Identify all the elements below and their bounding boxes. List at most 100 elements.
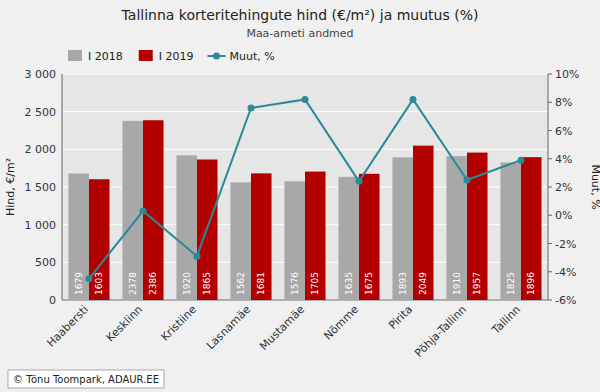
title: Tallinna korteritehingute hind (€/m²) ja…: [121, 7, 479, 23]
x-tick-label: Nõmme: [321, 303, 361, 343]
axes: 0 500 1 000 1 500 2 000 2 500 3 000 -6% -4% -2% 0%…: [25, 68, 580, 307]
bar: [89, 179, 110, 300]
legend-swatch: [68, 50, 82, 61]
bar: [284, 181, 305, 300]
y2-tick-label: -6%: [555, 294, 576, 307]
line-marker: [86, 275, 93, 282]
y2-tick-label: 10%: [555, 68, 579, 81]
data-label: 1920: [182, 272, 192, 295]
x-tick-label: Kesklinn: [104, 303, 145, 344]
bar: [68, 174, 89, 300]
line-marker: [248, 104, 255, 111]
line: [89, 99, 521, 278]
y2-tick-label: 4%: [555, 153, 572, 166]
data-label: 1679: [74, 272, 84, 295]
bar: [500, 163, 521, 300]
bar: [467, 153, 488, 300]
legend-swatch: [139, 50, 153, 61]
y-tick-label: 1 500: [25, 181, 57, 194]
y2-tick: [548, 130, 552, 131]
legend-label: Muut, %: [230, 50, 275, 63]
plot-area: [62, 74, 548, 300]
y2-tick: [548, 215, 552, 216]
y-tick-label: 500: [35, 256, 56, 269]
legend-swatch: [213, 53, 220, 60]
x-tick-label: Pirita: [386, 303, 415, 332]
bar: [392, 157, 413, 300]
annotation-box: [8, 370, 164, 388]
bar: [305, 172, 326, 300]
grid-line: [62, 111, 548, 112]
y-axis-line: [62, 74, 63, 300]
data-label: 1910: [452, 272, 462, 295]
x-tick-label: Lasnamäe: [204, 303, 253, 352]
bar: [359, 174, 380, 300]
line-marker: [464, 176, 471, 183]
y2-tick-label: 0%: [555, 209, 572, 222]
y2-tick: [548, 187, 552, 188]
legend-label: I 2018: [88, 50, 123, 63]
data-label: 1896: [526, 272, 536, 295]
bar: [521, 157, 542, 300]
line-marker: [410, 96, 417, 103]
subtitle: Maa-ameti andmed: [246, 27, 353, 40]
chart: Tallinna korteritehingute hind (€/m²) ja…: [0, 0, 600, 392]
y2-axis-label: Muut, %: [589, 164, 600, 209]
legend-label: I 2019: [159, 50, 194, 63]
grid-line: [62, 74, 548, 75]
line-marker: [194, 253, 201, 260]
line-marker: [518, 157, 525, 164]
data-label: 2378: [128, 272, 138, 295]
y-tick-label: 2 500: [25, 106, 57, 119]
data-label: 1562: [236, 272, 246, 295]
data-labels: 1679 2378 1920 1562 1576 1635 1893 1910 1825 1603…: [74, 272, 537, 295]
x-tick-label: Haabersti: [44, 303, 91, 350]
bar: [446, 156, 467, 300]
data-label: 1705: [310, 272, 320, 295]
data-label: 1681: [256, 272, 266, 295]
data-label: 1893: [398, 272, 408, 295]
y2-tick-label: 8%: [555, 96, 572, 109]
data-label: 1957: [472, 272, 482, 295]
y2-tick: [548, 300, 552, 301]
data-label: 2049: [418, 272, 428, 295]
y2-tick-label: 6%: [555, 125, 572, 138]
bar: [251, 173, 272, 300]
data-label: 1603: [94, 272, 104, 295]
line-marker: [140, 208, 147, 215]
y2-tick: [548, 271, 552, 272]
data: [68, 96, 541, 300]
data-label: 1576: [290, 272, 300, 295]
y-tick-label: 1 000: [25, 219, 57, 232]
x-tick-label: Tallinn: [489, 303, 523, 337]
bar: [338, 177, 359, 300]
data-label: 1675: [364, 272, 374, 295]
line-marker: [356, 178, 363, 185]
y2-tick: [548, 74, 552, 75]
data-label: 1825: [506, 272, 516, 295]
y2-tick-label: -4%: [555, 266, 576, 279]
annotation: © Tõnu Toompark, ADAUR.EE: [13, 374, 159, 385]
background: [0, 0, 600, 392]
y2-tick-label: -2%: [555, 238, 576, 251]
y2-axis-line: [548, 74, 549, 300]
data-label: 2386: [148, 272, 158, 295]
y-tick-label: 3 000: [25, 68, 57, 81]
y-tick-label: 2 000: [25, 143, 57, 156]
legend: I 2018 I 2019 Muut, %: [68, 50, 275, 63]
x-tick-label: Kristiine: [158, 303, 199, 344]
y-tick-label: 0: [49, 294, 56, 307]
y2-tick: [548, 243, 552, 244]
x-tick-label: Põhja-Tallinn: [412, 303, 469, 360]
data-label: 1635: [344, 272, 354, 295]
bar: [176, 155, 197, 300]
data-label: 1865: [202, 272, 212, 295]
x-tick-label: Mustamäe: [257, 303, 307, 353]
y2-tick: [548, 102, 552, 103]
y-axis-label: Hind, €/m²: [4, 158, 17, 216]
bar: [230, 182, 251, 300]
y2-tick-label: 2%: [555, 181, 572, 194]
line-marker: [302, 96, 309, 103]
bar: [413, 146, 434, 300]
y2-tick: [548, 158, 552, 159]
